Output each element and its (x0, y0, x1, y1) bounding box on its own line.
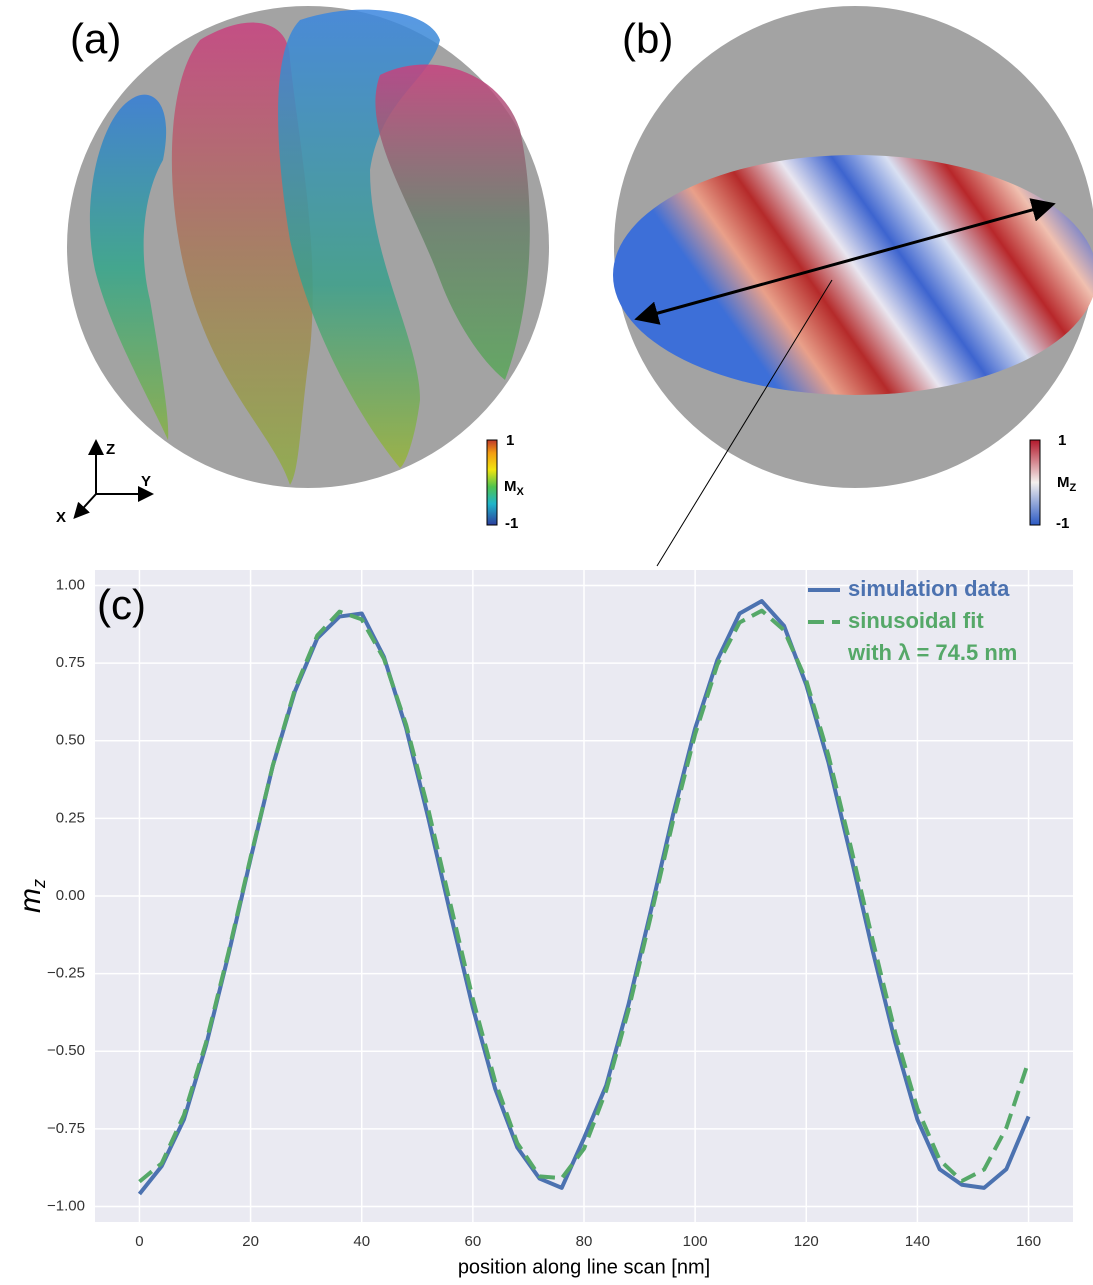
x-tick-label: 160 (1016, 1233, 1041, 1250)
colorbar-label: -1 (1056, 515, 1069, 532)
x-tick-label: 100 (683, 1233, 708, 1250)
surface (278, 9, 440, 468)
colorbar-title: MZ (1057, 474, 1077, 494)
colorbar-label: 1 (506, 432, 514, 449)
axis-label: Z (106, 441, 115, 458)
colorbar-label: -1 (505, 515, 518, 532)
y-tick-label: 0.50 (56, 732, 85, 749)
surface (171, 22, 313, 485)
panel-label: (a) (70, 15, 121, 62)
legend-label: sinusoidal fit (848, 608, 984, 633)
y-axis-label-sub: z (29, 879, 49, 889)
x-tick-label: 20 (242, 1233, 259, 1250)
y-tick-label: 1.00 (56, 576, 85, 593)
surface (89, 94, 169, 440)
connector (656, 279, 833, 567)
y-tick-label: 0.00 (56, 887, 85, 904)
y-tick-label: −1.00 (47, 1197, 85, 1214)
colorbar (1029, 439, 1041, 526)
x-tick-label: 0 (135, 1233, 143, 1250)
axis-arrow (73, 493, 97, 519)
colorbar (486, 439, 498, 526)
y-tick-label: 0.25 (56, 809, 85, 826)
panel-label: (c) (97, 581, 146, 628)
x-tick-label: 140 (905, 1233, 930, 1250)
panel-label: (b) (622, 15, 673, 62)
scan-arrow (634, 198, 1056, 325)
legend-note: with λ = 74.5 nm (847, 640, 1017, 665)
series-line (138, 608, 1031, 1184)
x-tick-label: 40 (353, 1233, 370, 1250)
y-tick-label: 0.75 (56, 654, 85, 671)
colorbar-title-sub: Z (1070, 482, 1077, 494)
colorbar-title: MX (504, 478, 525, 498)
colorbar-title-sub: X (517, 486, 525, 498)
y-tick-label: −0.25 (47, 965, 85, 982)
y-tick-label: −0.50 (47, 1042, 85, 1059)
y-tick-label: −0.75 (47, 1120, 85, 1137)
legend-label: simulation data (848, 576, 1010, 601)
surface (375, 64, 530, 380)
axis-label: X (56, 509, 66, 526)
magnetization-slice (613, 155, 1093, 395)
colorbar-title-text: M (504, 478, 517, 495)
x-tick-label: 60 (465, 1233, 482, 1250)
colorbar-title-text: M (1057, 474, 1070, 491)
x-axis-label: position along line scan [nm] (458, 1256, 710, 1278)
y-axis-label: mz (14, 879, 49, 913)
panel-b: 1 -1 MZ (b) (613, 6, 1093, 532)
panel-a: Z Y X 1 -1 MX (a) (56, 6, 549, 532)
colorbar-label: 1 (1058, 432, 1066, 449)
x-tick-label: 80 (576, 1233, 593, 1250)
chart: 0 20 40 60 80 100 120 140 160 1.00 0.75 0.50 0.25 0.0… (14, 570, 1073, 1278)
axis-label: Y (141, 473, 151, 490)
x-tick-label: 120 (794, 1233, 819, 1250)
y-axis-label-text: m (14, 888, 47, 913)
